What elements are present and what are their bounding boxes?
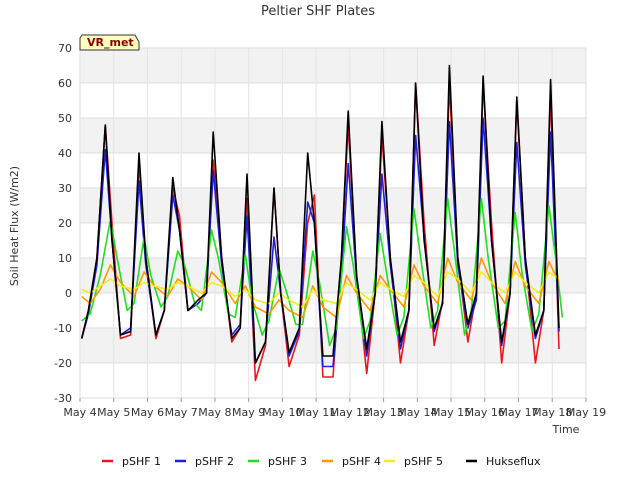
y-tick-label: 10 [58,252,72,265]
x-tick-label: May 19 [566,406,606,419]
legend-label: pSHF 3 [268,455,307,468]
series-line-hukseflux [80,64,560,364]
plot-band [80,188,586,223]
y-tick-label: 0 [65,287,72,300]
y-axis-label: Soil Heat Flux (W/m2) [8,166,21,286]
y-tick-label: -10 [54,322,72,335]
badge-label: VR_met [87,36,134,49]
legend-label: pSHF 5 [404,455,443,468]
legend-item: pSHF 4 [322,455,381,468]
plot-band [80,223,586,258]
x-tick-label: May 8 [198,406,231,419]
y-tick-label: 50 [58,112,72,125]
legend-item: pSHF 1 [102,455,161,468]
x-tick-label: May 11 [296,406,336,419]
legend-label: pSHF 1 [122,455,161,468]
x-tick-label: May 9 [232,406,265,419]
series-line-pshf-4 [81,257,560,319]
chart-title: Peltier SHF Plates [261,4,375,19]
y-tick-label: 60 [58,77,72,90]
legend: pSHF 1 pSHF 2 pSHF 3 pSHF 4 pSHF 5 Hukseflux [102,455,541,468]
y-axis-ticks: -30 -20 -10 0 10 20 30 40 50 60 70 [54,42,72,405]
x-tick-label: May 16 [465,406,505,419]
x-tick-label: May 15 [431,406,471,419]
y-tick-label: 20 [58,217,72,230]
series-lines [80,64,564,382]
legend-label: pSHF 2 [195,455,234,468]
x-tick-label: May 14 [397,406,437,419]
x-tick-label: May 18 [532,406,572,419]
x-tick-label: May 6 [131,406,164,419]
plot-band [80,258,586,293]
x-tick-label: May 17 [498,406,538,419]
x-tick-label: May 10 [262,406,302,419]
x-tick-label: May 13 [363,406,403,419]
x-tick-label: May 4 [63,406,96,419]
x-axis-label: Time [552,423,580,436]
y-tick-label: 40 [58,147,72,160]
y-tick-label: 70 [58,42,72,55]
x-tick-label: May 12 [330,406,370,419]
plot-band [80,48,586,83]
plot-band [80,153,586,188]
legend-label: pSHF 4 [342,455,381,468]
legend-item: pSHF 5 [384,455,443,468]
plot-band [80,83,586,118]
y-tick-label: 30 [58,182,72,195]
x-tick-label: May 5 [97,406,130,419]
legend-item: Hukseflux [466,455,541,468]
series-line-pshf-5 [81,271,560,308]
y-tick-label: -30 [54,392,72,405]
x-tick-label: May 7 [165,406,198,419]
y-tick-label: -20 [54,357,72,370]
plot-frame [79,47,587,399]
legend-item: pSHF 2 [175,455,234,468]
legend-item: pSHF 3 [248,455,307,468]
plot-band [80,118,586,153]
legend-label: Hukseflux [486,455,541,468]
vr-met-badge: VR_met [79,34,140,51]
